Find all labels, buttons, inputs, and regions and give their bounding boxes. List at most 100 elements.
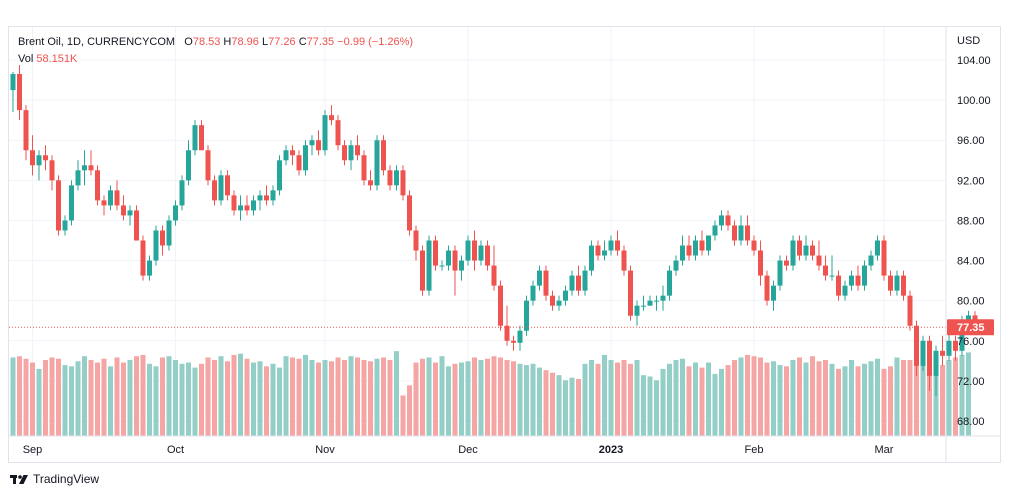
last-price-badge bbox=[947, 319, 994, 336]
candle-body bbox=[147, 260, 152, 276]
volume-bar bbox=[277, 367, 282, 436]
candle-body bbox=[400, 170, 406, 196]
candle-body bbox=[478, 245, 484, 261]
candle-body bbox=[88, 165, 94, 171]
volume-bar bbox=[660, 368, 666, 436]
candle-body bbox=[257, 195, 263, 201]
candle-body bbox=[576, 275, 581, 291]
candle-body bbox=[62, 220, 68, 231]
candle-body bbox=[504, 325, 510, 341]
candle-body bbox=[550, 295, 555, 306]
volume-bar bbox=[777, 365, 783, 436]
candle-body bbox=[472, 240, 477, 261]
volume-bar bbox=[511, 361, 516, 436]
candle-body bbox=[179, 180, 185, 206]
volume-bar bbox=[121, 362, 126, 436]
volume-bar bbox=[355, 357, 360, 436]
candle-body bbox=[706, 235, 711, 251]
volume-bar bbox=[803, 362, 809, 436]
candle-body bbox=[69, 185, 74, 221]
volume-bar bbox=[953, 357, 958, 436]
volume-bar bbox=[595, 363, 601, 436]
candle-body bbox=[231, 195, 237, 211]
candle-body bbox=[901, 275, 906, 296]
candle-body bbox=[881, 240, 887, 276]
volume-bar bbox=[322, 360, 328, 436]
candle-body bbox=[134, 210, 139, 241]
low-key: L bbox=[261, 36, 269, 48]
volume-bar bbox=[576, 379, 581, 436]
x-tick-label: Sep bbox=[23, 444, 43, 456]
volume-bar bbox=[101, 358, 107, 436]
candle-body bbox=[615, 240, 620, 251]
volume-bar bbox=[504, 360, 510, 436]
candle-body bbox=[608, 240, 614, 251]
volume-bar bbox=[264, 366, 269, 436]
volume-bar bbox=[524, 365, 529, 436]
open-value: 78.53 bbox=[192, 36, 221, 48]
candle-body bbox=[108, 190, 113, 206]
volume-bar bbox=[855, 366, 861, 436]
candle-body bbox=[888, 275, 893, 291]
high-value: 78.96 bbox=[231, 36, 259, 48]
candle-body bbox=[238, 205, 243, 211]
candle-body bbox=[829, 275, 835, 277]
candle-body bbox=[725, 215, 731, 226]
volume-bar bbox=[758, 357, 763, 436]
candle-body bbox=[914, 325, 919, 366]
candle-body bbox=[868, 255, 874, 266]
volume-bar bbox=[966, 352, 971, 436]
volume-bar bbox=[517, 363, 523, 436]
volume-bar bbox=[959, 354, 965, 436]
volume-bar bbox=[153, 366, 159, 436]
candle-body bbox=[621, 250, 627, 271]
volume-bar bbox=[946, 360, 952, 436]
candle-body bbox=[582, 270, 588, 291]
volume-bar bbox=[10, 357, 16, 436]
volume-bar bbox=[62, 365, 68, 436]
volume-bar bbox=[329, 361, 334, 436]
tradingview-brand[interactable]: TradingView bbox=[10, 472, 99, 486]
volume-bar bbox=[602, 354, 607, 436]
grid-layer bbox=[9, 27, 946, 436]
volume-bar bbox=[212, 360, 217, 436]
volume-bar bbox=[433, 362, 438, 436]
volume-bar bbox=[940, 365, 945, 436]
candle-body bbox=[491, 265, 497, 286]
tradingview-logo-icon bbox=[10, 475, 28, 484]
candle-layer bbox=[10, 65, 978, 396]
candle-body bbox=[413, 230, 419, 251]
volume-bar bbox=[784, 366, 789, 436]
candle-body bbox=[114, 190, 120, 206]
axis-layer: 104.00 100.00 96.00 92.00 88.00 84.00 80.00 76.… bbox=[9, 27, 1000, 462]
volume-bar bbox=[316, 362, 321, 436]
candle-body bbox=[758, 250, 763, 276]
candle-body bbox=[517, 330, 523, 343]
candle-body bbox=[836, 275, 841, 296]
volume-bar bbox=[485, 358, 490, 436]
candle-body bbox=[693, 240, 698, 256]
volume-bar bbox=[699, 367, 705, 436]
volume-bar bbox=[842, 366, 848, 436]
candle-body bbox=[309, 140, 315, 146]
candle-body bbox=[816, 255, 822, 266]
currency-label: USD bbox=[957, 35, 981, 47]
high-key: H bbox=[223, 36, 232, 48]
volume-bar bbox=[439, 356, 445, 436]
candle-body bbox=[23, 110, 29, 151]
candle-body bbox=[153, 230, 159, 261]
legend-ohlc: Brent Oil, 1D, CURRENCYCOM O78.53 H78.96… bbox=[18, 36, 413, 48]
x-tick-label: Nov bbox=[315, 444, 335, 456]
volume-bar bbox=[829, 363, 835, 436]
volume-bar bbox=[498, 357, 503, 436]
candle-body bbox=[875, 240, 880, 256]
candle-body bbox=[335, 120, 341, 146]
volume-bar bbox=[907, 360, 913, 436]
volume-bar bbox=[446, 366, 451, 436]
y-tick-label: 84.00 bbox=[957, 256, 985, 268]
candle-body bbox=[348, 145, 354, 161]
candle-body bbox=[777, 260, 783, 286]
candle-body bbox=[199, 125, 204, 151]
candle-body bbox=[842, 285, 848, 296]
